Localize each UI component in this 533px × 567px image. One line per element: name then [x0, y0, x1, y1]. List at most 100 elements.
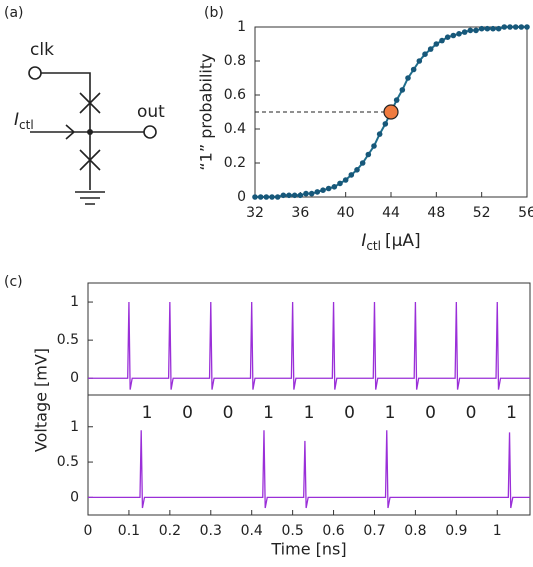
- bit-label: 1: [385, 403, 396, 423]
- x-tick-label: 0.6: [322, 523, 344, 539]
- panel-label: (c): [4, 274, 23, 290]
- terminal: [28, 66, 42, 80]
- y-tick-label: 0: [70, 489, 79, 505]
- x-tick-label: 48: [427, 205, 445, 221]
- data-point: [325, 185, 332, 192]
- x-axis-label: Time [ns]: [270, 540, 346, 559]
- data-point: [331, 184, 338, 190]
- current-input: [30, 124, 90, 140]
- plot-frame: [87, 394, 531, 516]
- data-point: [484, 25, 491, 32]
- x-tick-label: 52: [473, 205, 491, 221]
- x-tick-label: 0.2: [159, 523, 181, 539]
- wire: [41, 72, 91, 190]
- y-tick-label: 0.8: [224, 53, 246, 69]
- symbol: I: [14, 110, 19, 130]
- data-point: [342, 177, 349, 183]
- data-point: [456, 31, 462, 37]
- data-point: [297, 192, 304, 199]
- data-point: [280, 192, 287, 199]
- data-point: [399, 87, 406, 93]
- subscript: ctl: [19, 118, 34, 132]
- x-tick-label: 0.8: [404, 523, 426, 539]
- x-tick-label: 0.5: [281, 523, 303, 539]
- current-label: Ictl: [14, 110, 34, 132]
- circuit: clk Ictl out: [14, 40, 165, 205]
- data-point: [405, 75, 411, 81]
- ground: [75, 191, 105, 205]
- terminal: [143, 125, 157, 139]
- y-tick-label: 0.6: [224, 87, 246, 103]
- data-point: [286, 192, 292, 199]
- bit-label: 1: [263, 403, 274, 423]
- y-tick-label: 1: [70, 419, 79, 435]
- data-point: [467, 27, 474, 34]
- y-tick-label: 1: [237, 19, 246, 35]
- x-tick-label: 1: [493, 523, 502, 539]
- data-point: [274, 194, 281, 200]
- bit-label: 1: [304, 403, 315, 423]
- symbol: I: [361, 231, 366, 251]
- data-point: [382, 121, 389, 127]
- data-point: [252, 194, 258, 200]
- y-tick-label: 1: [70, 294, 79, 310]
- y-tick-label: 0.2: [224, 155, 246, 171]
- data-line: [88, 430, 530, 509]
- data-point: [512, 24, 519, 30]
- data-point: [257, 194, 264, 200]
- data-point: [501, 24, 508, 30]
- bit-label: 0: [466, 403, 477, 423]
- data-point: [490, 25, 496, 32]
- data-point: [507, 24, 513, 30]
- data-point: [337, 180, 343, 187]
- data-point: [444, 34, 451, 40]
- bit-label: 1: [506, 403, 517, 423]
- data-point: [439, 37, 445, 44]
- data-point: [359, 160, 366, 166]
- data-point: [478, 25, 485, 32]
- x-tick-label: 0: [84, 523, 93, 539]
- y-tick-label: 0.5: [57, 332, 79, 348]
- panel-label: (b): [204, 5, 224, 21]
- data-point: [427, 46, 434, 52]
- data-point: [518, 24, 525, 30]
- unit: [μA]: [385, 231, 421, 251]
- data-point: [524, 24, 530, 30]
- data-point: [410, 66, 417, 73]
- x-tick-label: 32: [246, 205, 264, 221]
- data-point: [269, 194, 275, 200]
- x-tick-label: 40: [337, 205, 355, 221]
- panel-label: (a): [4, 5, 24, 21]
- data-point: [371, 143, 377, 149]
- bit-label: 1: [142, 403, 153, 423]
- x-tick-label: 56: [518, 205, 533, 221]
- y-tick-label: 0.4: [224, 121, 246, 137]
- data-point: [348, 172, 355, 178]
- x-tick-label: 0.7: [363, 523, 385, 539]
- data-point: [416, 58, 423, 64]
- data-point: [263, 194, 270, 200]
- data-point: [422, 51, 428, 57]
- data-point: [450, 32, 457, 39]
- clk-label: clk: [30, 40, 54, 60]
- x-tick-label: 0.4: [241, 523, 263, 539]
- data-point: [354, 167, 360, 173]
- x-tick-label: 36: [291, 205, 309, 221]
- data-point: [433, 41, 440, 47]
- x-tick-label: 0.1: [118, 523, 140, 539]
- data-point: [314, 189, 321, 195]
- bit-label: 0: [223, 403, 234, 423]
- data-point: [365, 151, 372, 158]
- x-tick-label: 0.9: [445, 523, 467, 539]
- data-line: [88, 302, 530, 390]
- y-axis-label: “1” probability: [197, 53, 216, 170]
- data-point: [308, 190, 315, 197]
- data-point: [320, 187, 326, 193]
- data-point: [303, 190, 309, 197]
- bit-label: 0: [344, 403, 355, 423]
- data-point: [473, 27, 479, 34]
- y-axis-label: Voltage [mV]: [32, 348, 51, 452]
- subscript: ctl: [366, 239, 381, 253]
- y-tick-label: 0: [70, 370, 79, 386]
